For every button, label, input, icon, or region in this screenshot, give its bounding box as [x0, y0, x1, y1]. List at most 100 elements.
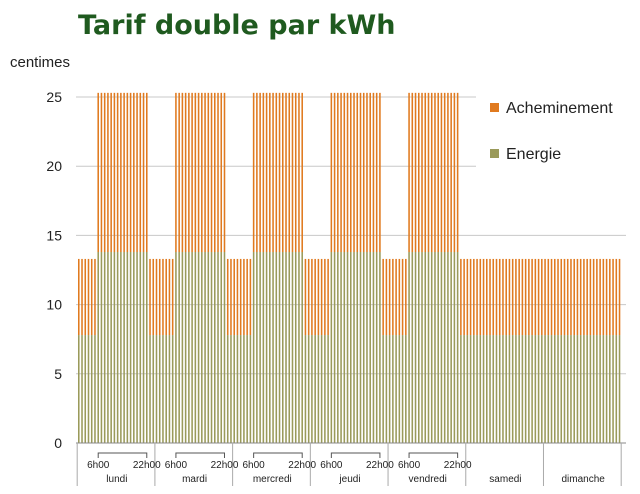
bar-acheminement: [171, 258, 174, 336]
bar-acheminement: [579, 258, 582, 336]
legend: Acheminement Energie: [476, 90, 638, 174]
bar-acheminement: [372, 92, 375, 253]
bar-energie: [430, 252, 433, 443]
bar-energie: [226, 335, 229, 443]
bar-energie: [178, 252, 180, 443]
bar-energie: [570, 335, 572, 443]
bar-energie: [356, 252, 359, 443]
bar-acheminement: [576, 258, 579, 336]
bar-acheminement: [592, 258, 595, 336]
bar-acheminement: [379, 92, 381, 253]
bar-acheminement: [346, 92, 349, 253]
bar-energie: [107, 252, 109, 443]
bar-acheminement: [343, 92, 346, 253]
bar-acheminement: [486, 258, 488, 336]
bar-energie: [230, 335, 232, 443]
bar-acheminement: [473, 258, 475, 336]
bar-energie: [566, 335, 569, 443]
bar-energie: [534, 335, 537, 443]
bar-energie: [87, 335, 90, 443]
bar-acheminement: [563, 258, 566, 336]
bar-acheminement: [421, 92, 423, 253]
bar-acheminement: [463, 258, 465, 336]
bar-acheminement: [265, 92, 268, 253]
bar-energie: [401, 335, 404, 443]
bar-acheminement: [107, 92, 109, 253]
bar-acheminement: [356, 92, 359, 253]
bar-energie: [618, 335, 621, 443]
bar-energie: [333, 252, 336, 443]
y-tick-label: 15: [46, 227, 62, 243]
bar-acheminement: [113, 92, 116, 253]
bar-acheminement: [388, 258, 391, 336]
bar-energie: [511, 335, 514, 443]
bar-energie: [165, 335, 167, 443]
bar-energie: [427, 252, 430, 443]
bar-energie: [162, 335, 164, 443]
bar-energie: [366, 252, 368, 443]
time-label-6h: 6h00: [398, 460, 421, 471]
bar-energie: [434, 252, 436, 443]
bar-energie: [210, 252, 213, 443]
bar-acheminement: [207, 92, 210, 253]
bar-acheminement: [460, 258, 462, 336]
bar-acheminement: [136, 92, 138, 253]
bar-acheminement: [197, 92, 200, 253]
bar-energie: [482, 335, 485, 443]
bar-energie: [450, 252, 452, 443]
bar-acheminement: [547, 258, 550, 336]
bar-acheminement: [489, 258, 491, 336]
bar-acheminement: [330, 92, 333, 253]
bar-acheminement: [320, 258, 323, 336]
time-label-6h: 6h00: [243, 460, 266, 471]
bar-acheminement: [181, 92, 184, 253]
bar-energie: [146, 252, 148, 443]
bar-acheminement: [505, 258, 507, 336]
legend-swatch: [490, 149, 499, 158]
bar-energie: [220, 252, 223, 443]
bar-energie: [602, 335, 605, 443]
bar-energie: [120, 252, 122, 443]
bar-energie: [424, 252, 427, 443]
bar-acheminement: [401, 258, 404, 336]
bar-acheminement: [518, 258, 520, 336]
bar-energie: [116, 252, 119, 443]
bar-energie: [259, 252, 261, 443]
bar-energie: [133, 252, 135, 443]
bar-energie: [188, 252, 190, 443]
bar-acheminement: [126, 92, 129, 253]
bar-acheminement: [256, 92, 258, 253]
bar-energie: [518, 335, 520, 443]
day-label: mercredi: [253, 474, 292, 485]
bar-acheminement: [359, 92, 362, 253]
tariff-bracket: [330, 452, 381, 458]
bar-energie: [369, 252, 371, 443]
bar-energie: [214, 252, 216, 443]
bar-acheminement: [618, 258, 621, 336]
time-label-22h: 22h00: [366, 460, 394, 471]
axes: 0 5 10 15 20 25 lundi 6h00 22h00 mardi 6h00 22h00 me…: [46, 89, 626, 486]
bar-energie: [249, 335, 252, 443]
bar-acheminement: [90, 258, 93, 336]
bar-energie: [466, 335, 469, 443]
bar-acheminement: [275, 92, 278, 253]
bar-acheminement: [324, 258, 326, 336]
bar-acheminement: [340, 92, 342, 253]
bar-acheminement: [243, 258, 245, 336]
bar-acheminement: [566, 258, 569, 336]
bar-energie: [375, 252, 378, 443]
bar-acheminement: [230, 258, 232, 336]
bar-acheminement: [392, 258, 394, 336]
bar-acheminement: [430, 92, 433, 253]
bar-energie: [437, 252, 439, 443]
bar-acheminement: [210, 92, 213, 253]
bar-energie: [317, 335, 320, 443]
bar-energie: [272, 252, 274, 443]
bar-acheminement: [450, 92, 452, 253]
bar-energie: [204, 252, 206, 443]
bar-energie: [304, 335, 307, 443]
bar-energie: [605, 335, 608, 443]
bar-acheminement: [479, 258, 482, 336]
legend-swatch: [490, 103, 499, 112]
